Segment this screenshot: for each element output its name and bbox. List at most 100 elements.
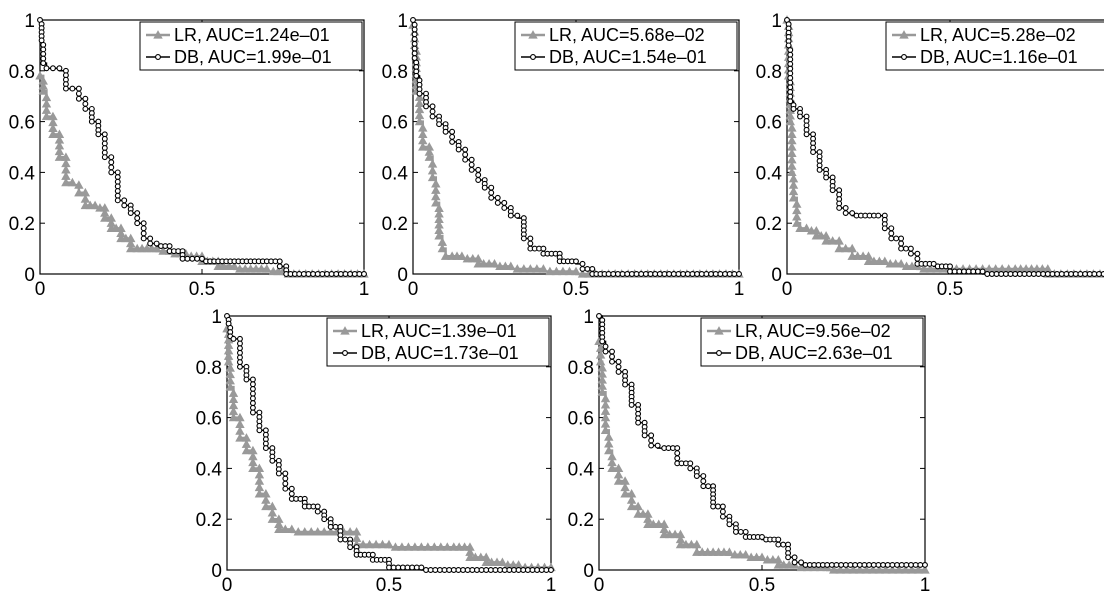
data-point bbox=[140, 235, 147, 242]
legend-marker bbox=[528, 30, 538, 39]
y-tick-label: 0.4 bbox=[196, 459, 223, 480]
data-point bbox=[604, 445, 614, 455]
data-point bbox=[947, 268, 953, 275]
data-point bbox=[894, 561, 901, 568]
data-point bbox=[887, 565, 898, 574]
data-point bbox=[540, 245, 547, 252]
data-point bbox=[411, 45, 418, 52]
data-point bbox=[595, 356, 606, 366]
data-point bbox=[414, 116, 425, 126]
data-point bbox=[551, 266, 562, 276]
data-point bbox=[468, 166, 475, 173]
data-point bbox=[462, 156, 469, 163]
data-point bbox=[661, 271, 668, 277]
data-point bbox=[74, 187, 84, 197]
data-point bbox=[35, 71, 45, 80]
data-point bbox=[276, 263, 283, 270]
data-point bbox=[429, 108, 436, 115]
data-point bbox=[114, 188, 121, 194]
data-point bbox=[1054, 271, 1061, 277]
data-point bbox=[319, 527, 329, 536]
data-point bbox=[481, 184, 488, 191]
legend-box bbox=[885, 21, 1104, 71]
data-point bbox=[411, 36, 418, 42]
data-point bbox=[785, 116, 795, 126]
data-point bbox=[573, 258, 579, 265]
data-point bbox=[855, 565, 865, 574]
data-point bbox=[824, 561, 831, 568]
data-point bbox=[40, 60, 47, 67]
data-point bbox=[898, 240, 905, 247]
data-point bbox=[736, 271, 742, 277]
data-point bbox=[852, 561, 859, 568]
data-point bbox=[624, 271, 631, 277]
data-point bbox=[759, 534, 765, 540]
data-point bbox=[602, 348, 609, 355]
legend-label: LR, AUC=1.24e–01 bbox=[174, 25, 330, 45]
data-point bbox=[823, 174, 830, 181]
data-point bbox=[836, 205, 843, 211]
data-point bbox=[638, 271, 645, 277]
data-point bbox=[475, 171, 482, 178]
data-point bbox=[38, 86, 48, 95]
data-point bbox=[700, 473, 707, 479]
data-point bbox=[907, 250, 914, 257]
legend-label: DB, AUC=2.63e–01 bbox=[735, 343, 893, 363]
data-point bbox=[648, 437, 655, 444]
data-point bbox=[411, 21, 418, 28]
data-point bbox=[347, 544, 354, 551]
data-point bbox=[849, 210, 856, 216]
data-point bbox=[791, 559, 798, 566]
x-tick-label: 0 bbox=[408, 279, 419, 300]
data-point bbox=[610, 271, 617, 277]
data-point bbox=[597, 387, 607, 396]
data-point bbox=[947, 263, 953, 270]
data-point bbox=[114, 183, 121, 190]
data-point bbox=[114, 197, 121, 204]
data-point bbox=[700, 483, 707, 490]
data-point bbox=[449, 138, 456, 145]
data-point bbox=[1007, 271, 1014, 277]
x-tick-label: 1 bbox=[359, 279, 370, 300]
data-point bbox=[306, 527, 316, 536]
data-point bbox=[237, 340, 243, 347]
data-point bbox=[489, 259, 500, 268]
data-point bbox=[787, 79, 794, 86]
data-point bbox=[184, 255, 191, 262]
data-point bbox=[674, 445, 681, 452]
data-point bbox=[842, 561, 849, 568]
data-point bbox=[589, 265, 596, 272]
data-point bbox=[796, 562, 806, 572]
data-point bbox=[100, 213, 110, 222]
data-point bbox=[842, 565, 852, 574]
data-point bbox=[870, 561, 877, 568]
data-point bbox=[519, 264, 529, 273]
data-point bbox=[903, 561, 910, 568]
data-point bbox=[875, 212, 882, 219]
data-point bbox=[1049, 271, 1056, 277]
data-point bbox=[82, 100, 89, 107]
y-tick-label: 0.6 bbox=[756, 113, 782, 134]
data-point bbox=[670, 271, 677, 277]
data-point bbox=[274, 524, 284, 534]
data-point bbox=[888, 230, 895, 237]
data-point bbox=[881, 565, 891, 574]
data-point bbox=[413, 72, 420, 79]
data-point bbox=[866, 561, 873, 568]
data-point bbox=[792, 218, 802, 227]
legend-marker bbox=[153, 30, 163, 39]
data-point bbox=[507, 212, 514, 219]
data-point bbox=[494, 199, 501, 206]
data-point bbox=[126, 243, 136, 253]
y-tick-label: 1 bbox=[24, 11, 35, 32]
y-tick-label: 0.4 bbox=[382, 163, 409, 184]
data-point bbox=[584, 265, 591, 272]
data-point bbox=[235, 433, 245, 442]
data-point bbox=[719, 513, 726, 520]
data-point bbox=[620, 488, 630, 498]
y-tick-label: 0.6 bbox=[9, 113, 35, 134]
